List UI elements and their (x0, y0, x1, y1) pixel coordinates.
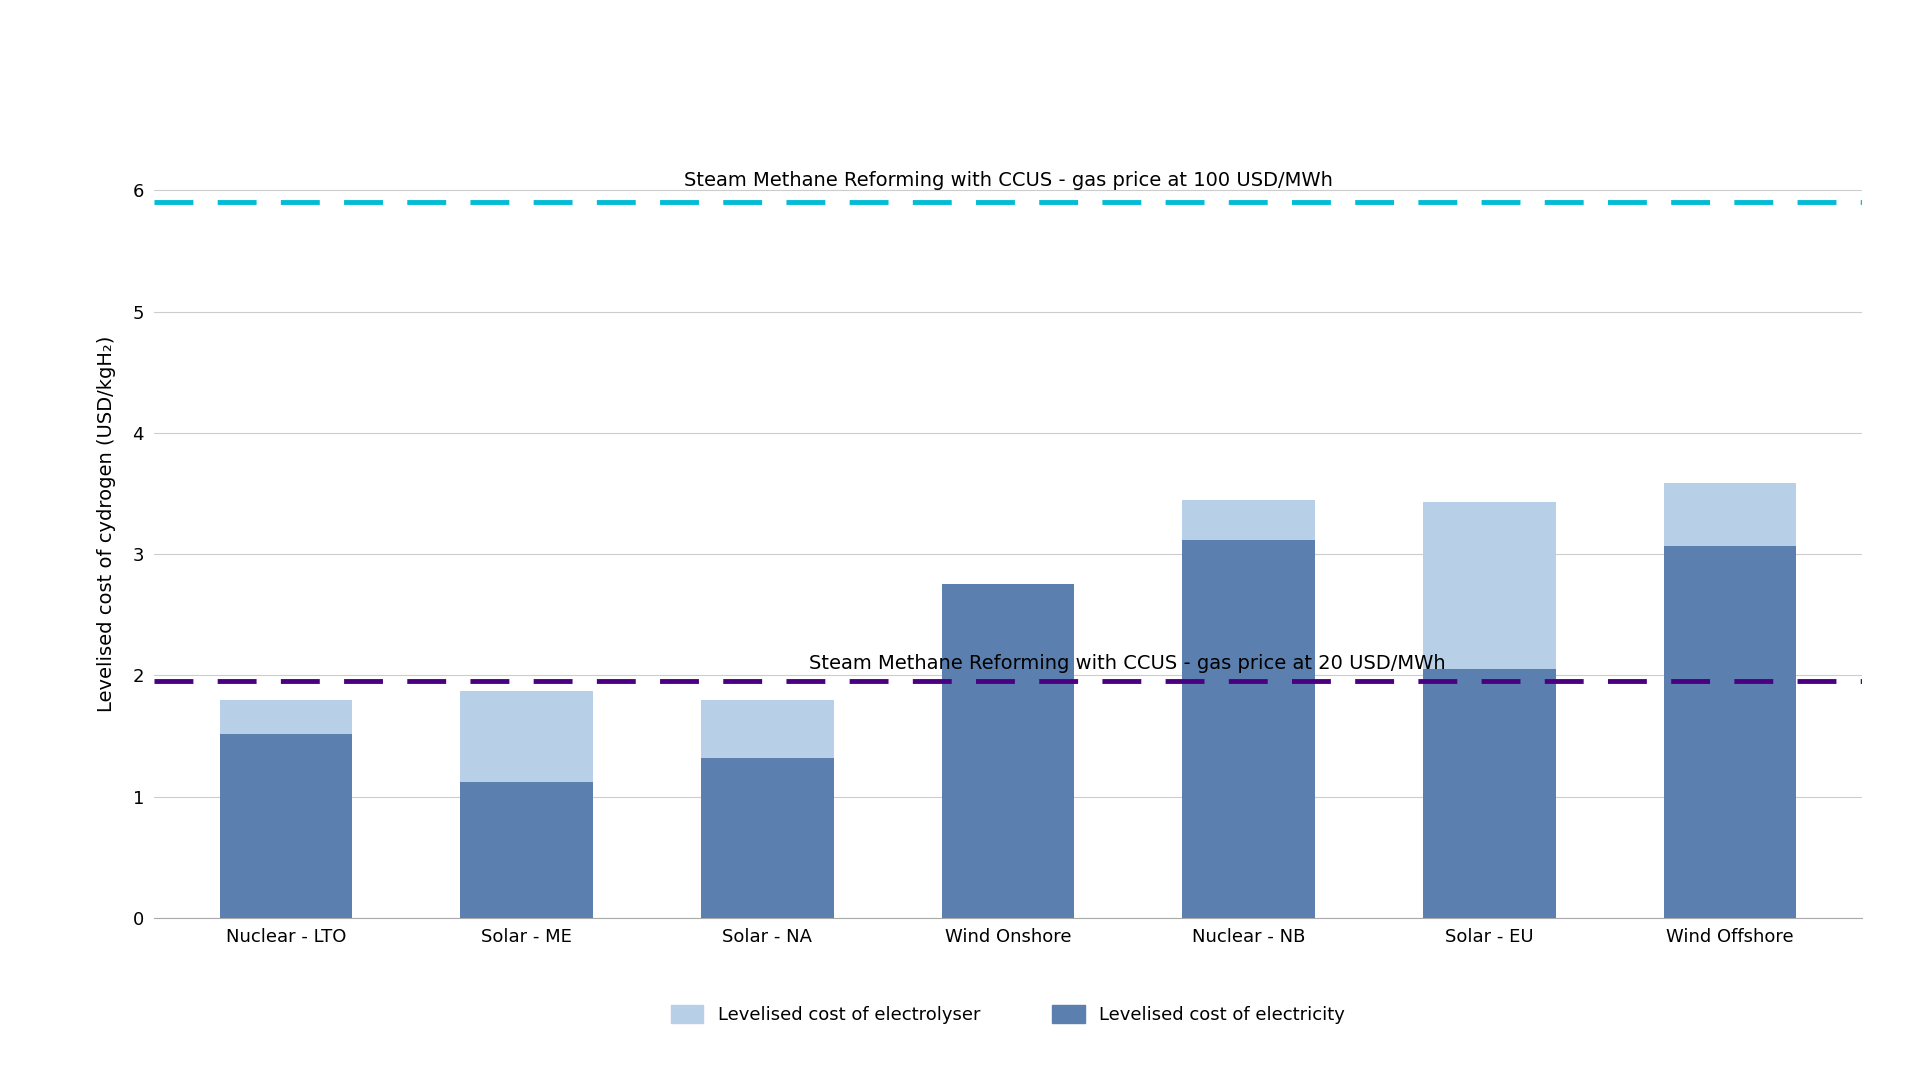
Bar (1423, 670, 1555, 918)
Bar (219, 700, 351, 733)
Bar (1665, 483, 1797, 545)
Bar (461, 691, 593, 782)
Bar (1665, 545, 1797, 918)
Bar (461, 782, 593, 918)
Bar (1423, 502, 1555, 670)
Bar (1183, 540, 1315, 918)
Bar (219, 733, 351, 918)
Bar (1183, 500, 1315, 540)
Text: Steam Methane Reforming with CCUS - gas price at 20 USD/MWh: Steam Methane Reforming with CCUS - gas … (810, 654, 1446, 673)
Y-axis label: Levelised cost of cydrogen (USD/kgH₂): Levelised cost of cydrogen (USD/kgH₂) (96, 336, 115, 712)
Bar (701, 700, 833, 758)
Text: Steam Methane Reforming with CCUS - gas price at 100 USD/MWh: Steam Methane Reforming with CCUS - gas … (684, 172, 1332, 190)
Bar (943, 584, 1073, 918)
Bar (701, 758, 833, 918)
Legend: Levelised cost of electrolyser, Levelised cost of electricity: Levelised cost of electrolyser, Levelise… (664, 998, 1352, 1031)
